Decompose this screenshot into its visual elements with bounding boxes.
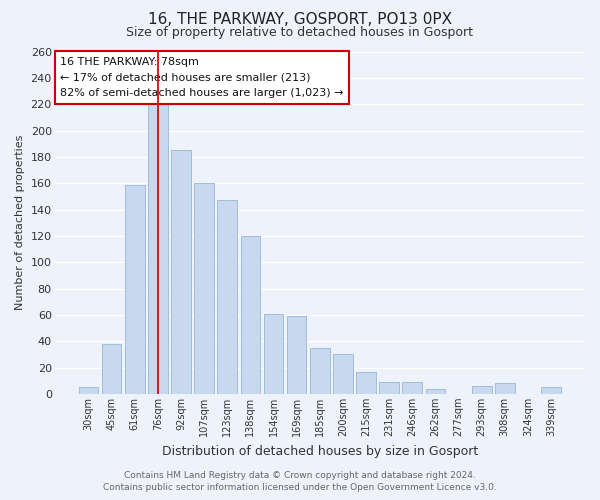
Text: Contains HM Land Registry data © Crown copyright and database right 2024.
Contai: Contains HM Land Registry data © Crown c… [103, 471, 497, 492]
Bar [333, 354, 353, 394]
Text: 16 THE PARKWAY: 78sqm
← 17% of detached houses are smaller (213)
82% of semi-det: 16 THE PARKWAY: 78sqm ← 17% of detached … [60, 57, 344, 98]
Bar [379, 382, 399, 394]
Bar [194, 183, 214, 394]
Bar [472, 386, 491, 394]
Bar [171, 150, 191, 394]
Bar [541, 388, 561, 394]
X-axis label: Distribution of detached houses by size in Gosport: Distribution of detached houses by size … [161, 444, 478, 458]
Bar [79, 388, 98, 394]
Bar [403, 382, 422, 394]
Bar [148, 104, 168, 394]
Bar [495, 384, 515, 394]
Bar [102, 344, 121, 394]
Bar [264, 314, 283, 394]
Text: 16, THE PARKWAY, GOSPORT, PO13 0PX: 16, THE PARKWAY, GOSPORT, PO13 0PX [148, 12, 452, 28]
Bar [241, 236, 260, 394]
Bar [125, 184, 145, 394]
Y-axis label: Number of detached properties: Number of detached properties [15, 135, 25, 310]
Bar [356, 372, 376, 394]
Bar [217, 200, 237, 394]
Bar [287, 316, 307, 394]
Bar [425, 388, 445, 394]
Text: Size of property relative to detached houses in Gosport: Size of property relative to detached ho… [127, 26, 473, 39]
Bar [310, 348, 329, 394]
